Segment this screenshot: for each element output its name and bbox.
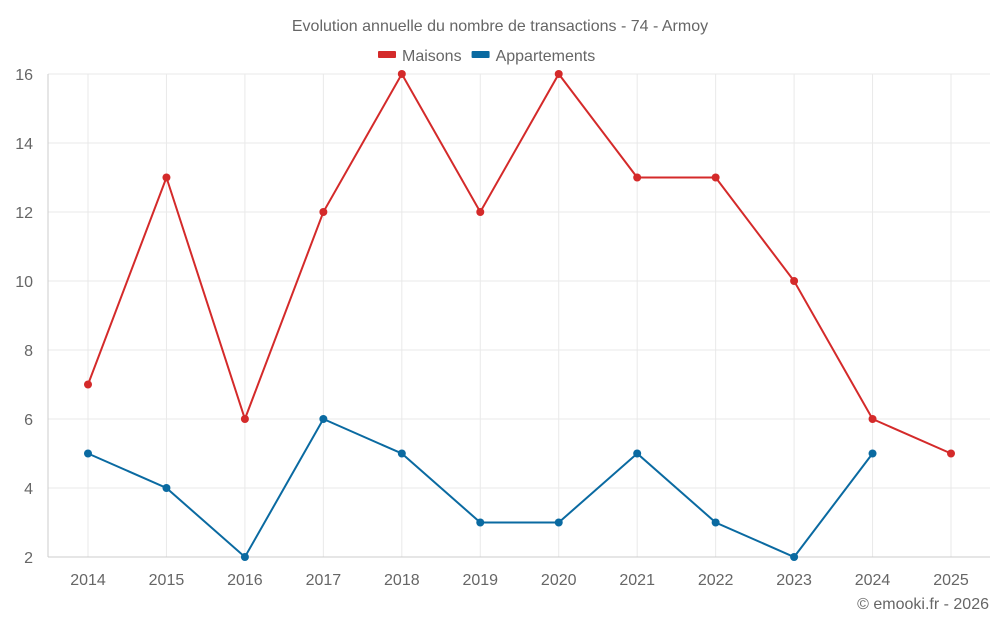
data-point-appartements [633,449,642,458]
y-tick-label: 12 [15,205,33,222]
data-point-maisons [397,70,406,78]
series-group [84,70,955,561]
data-point-maisons [84,380,92,389]
data-point-appartements [319,415,328,423]
x-tick-label: 2023 [776,572,812,589]
data-point-maisons [633,173,642,182]
series-line-maisons [87,71,952,455]
y-tick-label: 8 [24,343,33,360]
data-point-appartements [868,449,877,458]
data-point-maisons [868,415,877,423]
legend-label-maisons: Maisons [402,48,462,65]
x-tick-label: 2018 [384,572,420,589]
x-tick-label: 2024 [855,572,891,589]
data-point-maisons [240,415,249,423]
x-axis: 2014 2015 2016 2017 2018 2019 2020 2021 2022 2023… [70,572,969,589]
data-point-appartements [162,484,171,492]
data-point-appartements [397,449,406,458]
data-point-appartements [790,553,799,561]
data-point-maisons [319,208,328,216]
x-tick-label: 2025 [933,572,969,589]
data-point-maisons [162,173,171,182]
data-point-maisons [711,173,720,182]
data-point-appartements [84,449,92,458]
data-point-maisons [947,449,955,458]
x-tick-label: 2021 [619,572,655,589]
y-tick-label: 10 [15,274,33,291]
data-point-appartements [240,553,249,561]
x-tick-label: 2022 [698,572,734,589]
y-tick-label: 6 [24,412,33,429]
data-point-appartements [711,518,720,527]
legend-swatch-maisons [378,51,396,58]
chart-title: Evolution annuelle du nombre de transact… [292,18,708,35]
data-point-appartements [554,518,563,527]
x-tick-label: 2014 [70,572,106,589]
y-axis: 2 4 6 8 10 12 14 16 [15,67,33,567]
legend: Maisons Appartements [378,48,595,65]
data-point-maisons [476,208,485,216]
legend-label-appartements: Appartements [496,48,596,65]
x-tick-label: 2019 [462,572,498,589]
data-point-appartements [476,518,485,527]
credit-text: © emooki.fr - 2026 [857,596,989,613]
x-tick-label: 2020 [541,572,577,589]
legend-swatch-appartements [471,51,490,58]
y-tick-label: 14 [15,136,33,153]
x-tick-label: 2017 [306,572,342,589]
y-tick-label: 4 [24,481,33,498]
x-tick-label: 2016 [227,572,263,589]
data-point-maisons [554,70,563,78]
data-point-maisons [790,277,799,285]
x-tick-label: 2015 [149,572,185,589]
y-tick-label: 2 [24,550,33,567]
y-tick-label: 16 [15,67,33,84]
